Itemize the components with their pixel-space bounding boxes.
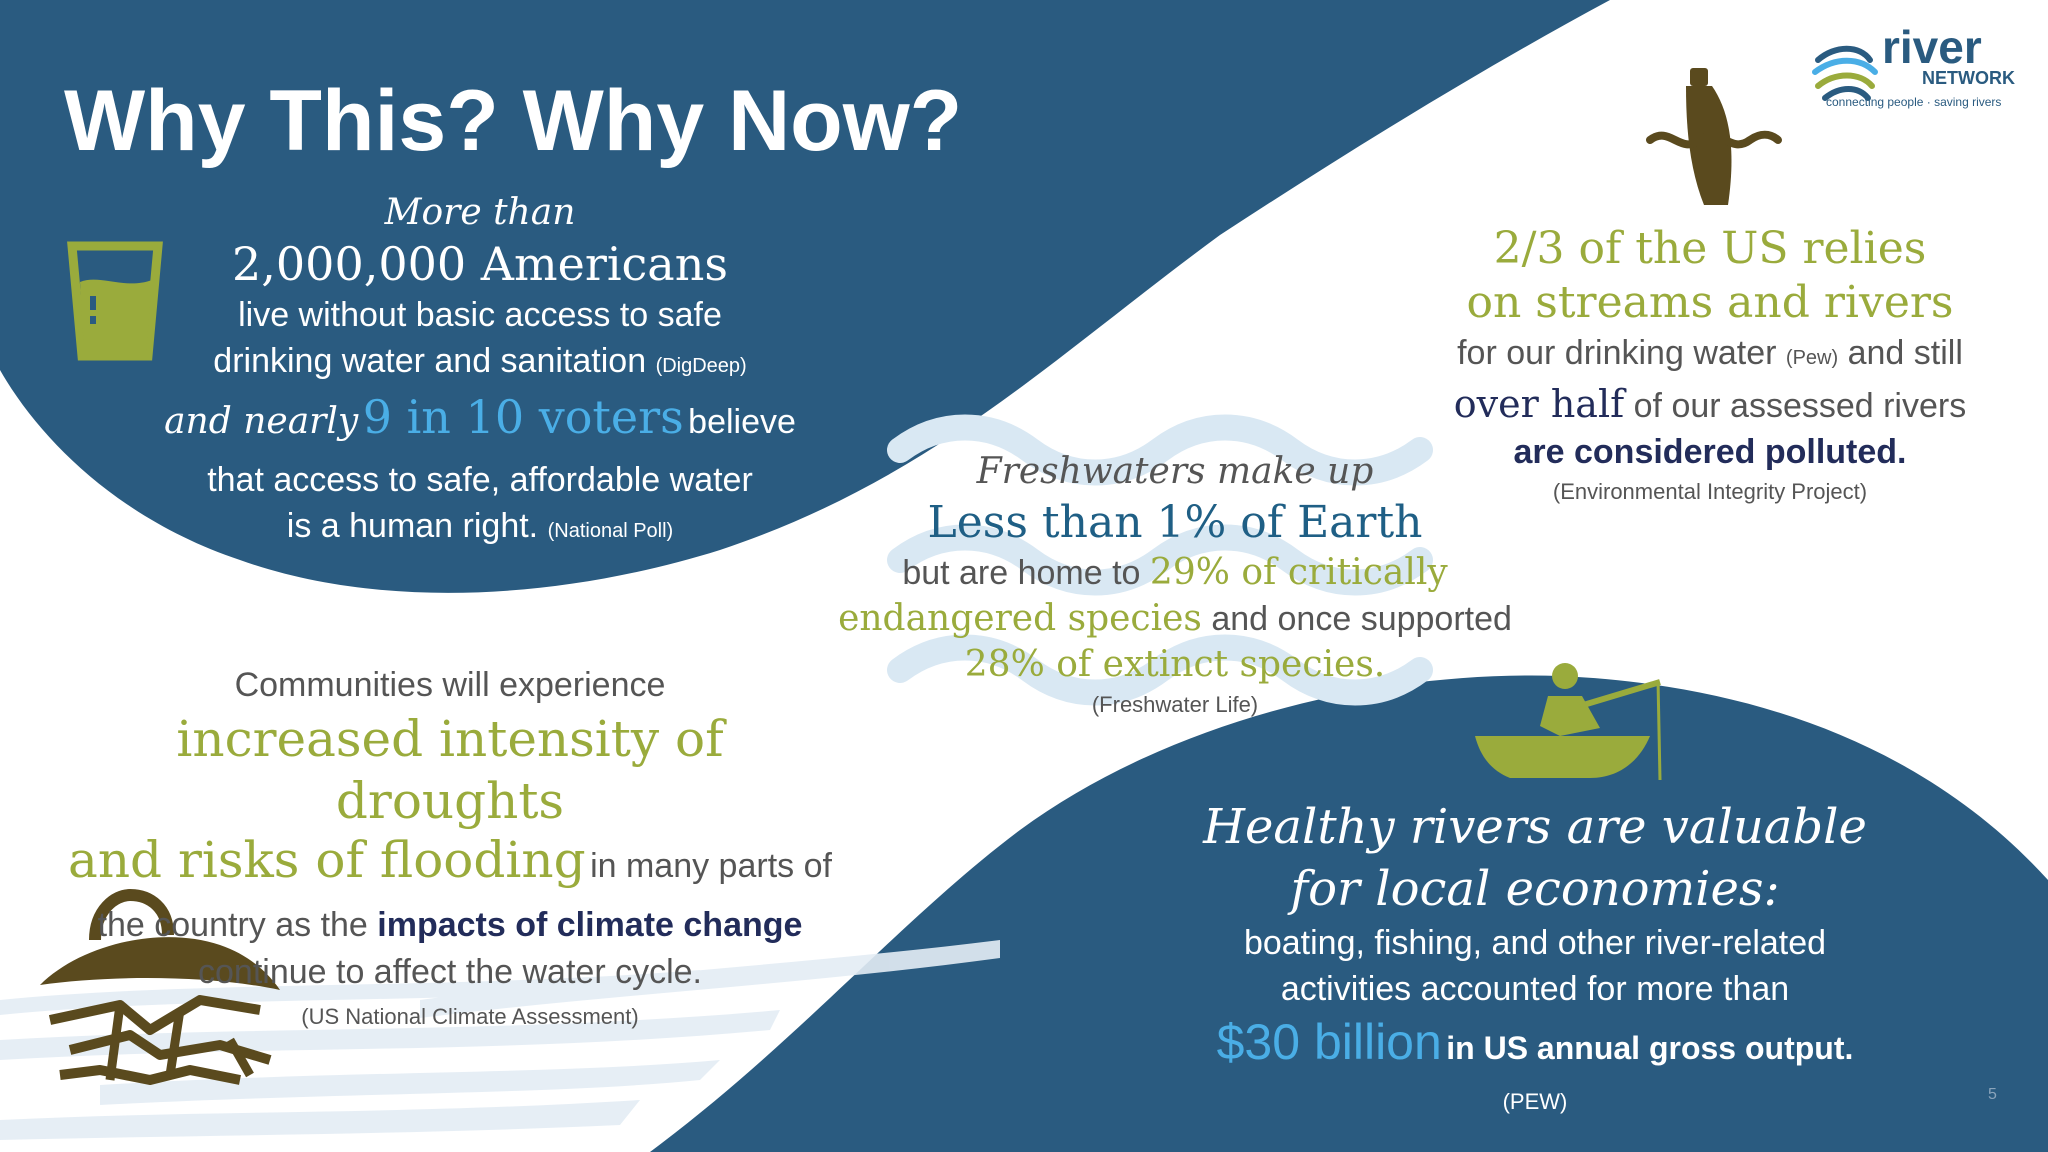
block2-line3b: and still	[1847, 334, 1963, 372]
block1-line5: and nearly 9 in 10 voters believe	[150, 389, 810, 457]
logo-tagline: connecting people · saving rivers	[1826, 95, 2002, 109]
block3-line3a: but are home to	[902, 554, 1141, 592]
block5-line2: for local economies:	[1290, 861, 1780, 917]
wave-icon	[887, 414, 1433, 706]
block1-line6: that access to safe, affordable water	[207, 461, 753, 499]
block3-line3b: 29% of critically	[1149, 552, 1448, 593]
slide-title: Why This? Why Now?	[64, 73, 963, 169]
logo-wordmark: river	[1882, 21, 1982, 73]
streams-rivers-block: 2/3 of the US relies on streams and rive…	[1420, 222, 2000, 509]
block3-source: (Freshwater Life)	[1091, 692, 1259, 717]
block5-line1: Healthy rivers are valuable	[1203, 799, 1867, 855]
block2-line4b: of our assessed rivers	[1633, 387, 1967, 425]
block5-line5b: in US annual gross output.	[1446, 1030, 1854, 1066]
block3-line4a: endangered species	[838, 598, 1202, 639]
block2-line4: over half of our assessed rivers	[1420, 381, 2000, 429]
americans-water-access-block: More than 2,000,000 Americans live witho…	[150, 190, 810, 554]
block4-line4a: the country as the	[97, 906, 368, 944]
river-network-logo: river NETWORK	[1882, 21, 2032, 89]
fishing-boat-icon	[1475, 663, 1662, 781]
block5-source: (PEW)	[1502, 1089, 1568, 1114]
drought-icon	[40, 888, 280, 1085]
block1-line3: live without basic access to safe	[238, 296, 722, 334]
block4-line4: the country as the impacts of climate ch…	[60, 901, 840, 949]
block1-line7-text: is a human right.	[286, 507, 539, 545]
block1-source2: (National Poll)	[547, 520, 674, 542]
block1-line4: drinking water and sanitation (DigDeep)	[150, 338, 810, 389]
page-number: 5	[1988, 1086, 1997, 1103]
block4-line3a: and risks of flooding	[68, 831, 586, 889]
block5-line4: activities accounted for more than	[1280, 970, 1790, 1008]
block1-line5a: and nearly	[164, 401, 359, 442]
block4-line5: continue to affect the water cycle.	[198, 953, 702, 991]
block4-line1: Communities will experience	[234, 666, 666, 704]
block2-over-half: over half	[1453, 382, 1625, 426]
block4-line3: and risks of flooding in many parts of	[60, 832, 840, 901]
river-network-logo-mark	[1812, 45, 1878, 101]
freshwater-species-block: Freshwaters make up Less than 1% of Eart…	[800, 448, 1550, 722]
block3-line2: Less than 1% of Earth	[927, 497, 1423, 548]
top-left-wave-shape	[0, 0, 1610, 593]
block3-line5: 28% of extinct species.	[964, 644, 1386, 685]
block4-line2: increased intensity of droughts	[176, 710, 724, 830]
block5-line3: boating, fishing, and other river-relate…	[1243, 924, 1827, 962]
block2-line1: 2/3 of the US relies	[1493, 223, 1927, 274]
block1-line7: is a human right. (National Poll)	[150, 503, 810, 554]
block1-line1: More than	[384, 192, 576, 233]
climate-change-block: Communities will experience increased in…	[60, 662, 840, 1039]
block5-billion-stat: $30 billion	[1216, 1014, 1442, 1070]
block3-line4: endangered species and once supported	[800, 596, 1550, 642]
block1-line4-text: drinking water and sanitation	[213, 342, 647, 380]
bottle-in-water-icon	[1646, 68, 1782, 205]
block2-line3: for our drinking water (Pew) and still	[1420, 330, 2000, 381]
water-glass-icon	[67, 241, 163, 361]
block3-line3: but are home to 29% of critically	[800, 550, 1550, 596]
block2-line3-source: (Pew)	[1785, 347, 1839, 369]
block2-line5: are considered polluted.	[1513, 433, 1907, 471]
block1-line5c: believe	[688, 403, 796, 441]
block4-line4b: impacts of climate change	[377, 906, 803, 944]
block1-line2: 2,000,000 Americans	[232, 237, 728, 291]
bottom-right-wave-shape	[650, 675, 2048, 1152]
block2-source: (Environmental Integrity Project)	[1552, 479, 1868, 504]
block4-source: (US National Climate Assessment)	[301, 1004, 639, 1029]
block4-line3b: in many parts of	[590, 847, 832, 885]
block3-line1: Freshwaters make up	[976, 451, 1374, 492]
healthy-rivers-economy-block: Healthy rivers are valuable for local ec…	[1160, 796, 1910, 1119]
logo-subtitle: NETWORK	[1922, 68, 2015, 88]
block3-line4b: and once supported	[1211, 600, 1512, 638]
block1-voters-stat: 9 in 10 voters	[362, 390, 684, 444]
block2-line3a: for our drinking water	[1457, 334, 1777, 372]
block2-line2: on streams and rivers	[1466, 277, 1954, 328]
block5-line5: $30 billion in US annual gross output.	[1160, 1012, 1910, 1085]
block1-source1: (DigDeep)	[655, 355, 747, 377]
